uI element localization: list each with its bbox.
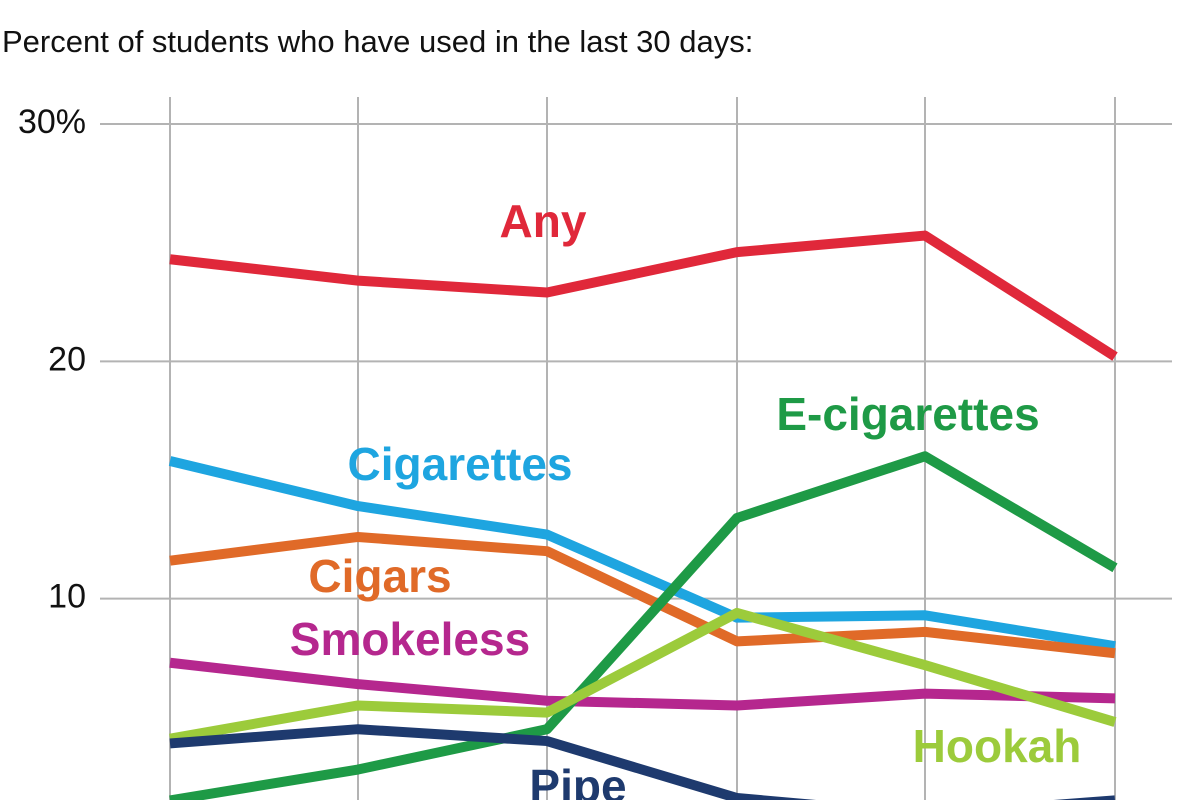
- series-label: Smokeless: [290, 613, 530, 665]
- chart-title: Percent of students who have used in the…: [2, 24, 753, 59]
- y-tick-label: 20: [48, 340, 86, 378]
- y-tick-label: 10: [48, 578, 86, 616]
- series-line: [169, 230, 1118, 361]
- series-line: [169, 607, 1117, 744]
- series-line: [169, 531, 1116, 659]
- series-label: Cigarettes: [348, 438, 573, 490]
- series-label: Pipe: [529, 760, 626, 800]
- series-label: Hookah: [913, 720, 1082, 772]
- y-tick-label: 30%: [18, 103, 86, 141]
- series-line: [168, 456, 1116, 652]
- series-label: Any: [500, 195, 587, 247]
- series-line: [169, 451, 1118, 800]
- series-line: [169, 724, 1115, 800]
- series-label: Cigars: [308, 550, 451, 602]
- series-line: [169, 657, 1116, 711]
- series-label: E-cigarettes: [776, 388, 1039, 440]
